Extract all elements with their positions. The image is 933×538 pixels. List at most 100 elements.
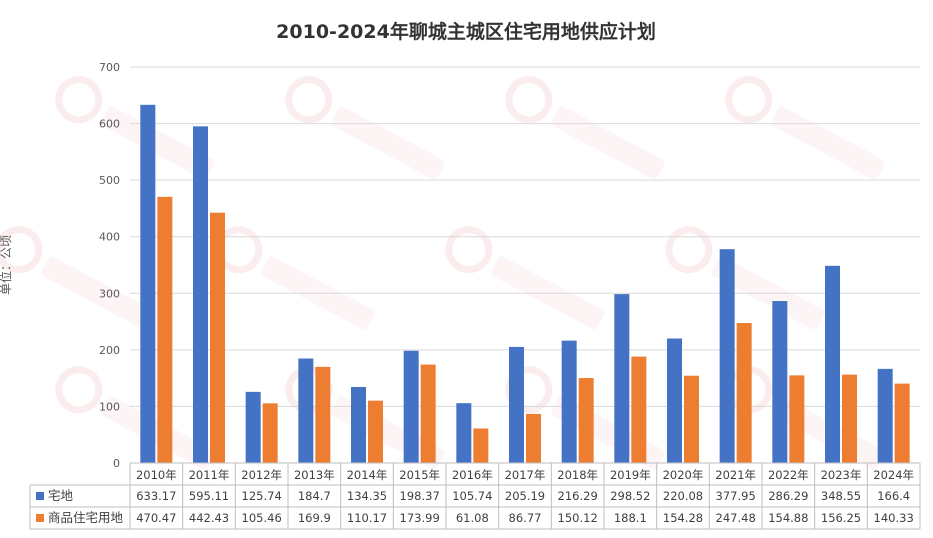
y-tick-label: 500	[99, 174, 120, 187]
data-label: 184.7	[298, 489, 331, 503]
category-label: 2011年	[189, 468, 230, 482]
y-tick-label: 0	[113, 457, 120, 470]
bar-zhaidi	[403, 350, 419, 463]
category-label: 2016年	[452, 468, 493, 482]
y-axis-label-group: 单位：公顷	[0, 235, 13, 295]
watermark-logo	[0, 226, 155, 330]
legend-swatch	[36, 492, 44, 500]
bar-shangpin	[684, 375, 699, 463]
bar-zhaidi	[509, 346, 524, 463]
data-label: 220.08	[663, 489, 703, 503]
bar-zhaidi	[877, 368, 893, 463]
data-table: 2010年 2011年 2012年 2013年 2014年 2015年 2016年 2017年…	[29, 462, 921, 530]
watermark-text-shape	[331, 106, 445, 180]
chart-title: 2010-2024年聊城主城区住宅用地供应计划	[276, 20, 656, 43]
category-label: 2013年	[294, 468, 335, 482]
bar-zhaidi	[614, 294, 630, 463]
bar-zhaidi	[667, 338, 682, 463]
legend-label: 商品住宅用地	[48, 510, 124, 525]
watermark-logo	[665, 226, 825, 330]
watermark-logo	[725, 76, 885, 180]
data-label: 188.1	[614, 511, 647, 525]
watermark-circle	[665, 226, 713, 274]
y-tick-label: 600	[99, 118, 120, 131]
data-label: 595.11	[189, 489, 229, 503]
category-label: 2019年	[610, 468, 651, 482]
data-label: 298.52	[610, 489, 650, 503]
bar-zhaidi	[140, 104, 156, 463]
category-label: 2010年	[136, 468, 177, 482]
category-label: 2020年	[663, 468, 704, 482]
data-label: 154.28	[663, 511, 703, 525]
bar-shangpin	[789, 375, 805, 463]
data-label: 61.08	[456, 511, 489, 525]
watermark-layer	[0, 76, 885, 470]
bar-zhaidi	[772, 301, 788, 463]
category-label: 2021年	[715, 468, 756, 482]
data-label: 633.17	[136, 489, 176, 503]
watermark-circle	[445, 226, 493, 274]
y-axis-label: 单位：公顷	[0, 235, 13, 295]
watermark-circle	[55, 76, 103, 124]
watermark-text-shape	[41, 256, 155, 330]
data-label: 173.99	[400, 511, 440, 525]
data-label: 348.55	[821, 489, 861, 503]
bar-shangpin	[736, 322, 752, 463]
gridlines	[130, 66, 920, 407]
bar-shangpin	[157, 196, 173, 464]
data-label: 169.9	[298, 511, 331, 525]
bar-zhaidi	[245, 391, 261, 463]
bar-shangpin	[262, 403, 278, 463]
watermark-logo	[505, 76, 665, 180]
bar-shangpin	[578, 378, 594, 463]
category-label: 2023年	[821, 468, 862, 482]
data-label: 442.43	[189, 511, 229, 525]
data-label: 205.19	[505, 489, 545, 503]
watermark-circle	[725, 76, 773, 124]
bar-shangpin	[894, 383, 910, 463]
data-label: 470.47	[136, 511, 176, 525]
watermark-circle	[505, 76, 553, 124]
data-label: 110.17	[347, 511, 387, 525]
bar-shangpin	[842, 374, 857, 463]
bar-shangpin	[420, 364, 436, 463]
category-label: 2018年	[557, 468, 598, 482]
category-label: 2022年	[768, 468, 809, 482]
bar-zhaidi	[298, 358, 314, 463]
watermark-circle	[55, 366, 103, 414]
y-tick-label: 200	[99, 344, 120, 357]
legend-swatch	[36, 514, 44, 522]
data-label: 156.25	[821, 511, 861, 525]
watermark-text-shape	[101, 106, 215, 180]
watermark-circle	[0, 226, 43, 274]
watermark-circle	[285, 76, 333, 124]
data-label: 134.35	[347, 489, 387, 503]
y-tick-label: 400	[99, 231, 120, 244]
bar-shangpin	[210, 212, 225, 463]
bar-zhaidi	[825, 265, 840, 463]
watermark-logo	[55, 76, 215, 180]
category-label: 2017年	[505, 468, 546, 482]
category-label: 2024年	[873, 468, 914, 482]
bar-zhaidi	[561, 340, 577, 463]
category-label: 2012年	[241, 468, 282, 482]
data-label: 105.46	[242, 511, 282, 525]
bar-shangpin	[473, 428, 489, 463]
bar-shangpin	[368, 400, 383, 463]
category-label: 2014年	[347, 468, 388, 482]
bar-shangpin	[315, 366, 331, 463]
watermark-logo	[445, 226, 605, 330]
data-label: 154.88	[768, 511, 808, 525]
data-label: 247.48	[716, 511, 756, 525]
bar-zhaidi	[719, 249, 735, 463]
bar-shangpin	[526, 413, 541, 463]
legend-label: 宅地	[48, 488, 74, 503]
bars-layer	[140, 104, 910, 464]
bar-zhaidi	[456, 403, 472, 463]
data-label: 377.95	[716, 489, 756, 503]
bar-shangpin	[631, 356, 647, 463]
category-label: 2015年	[399, 468, 440, 482]
bar-zhaidi	[351, 386, 366, 463]
data-label: 216.29	[558, 489, 598, 503]
